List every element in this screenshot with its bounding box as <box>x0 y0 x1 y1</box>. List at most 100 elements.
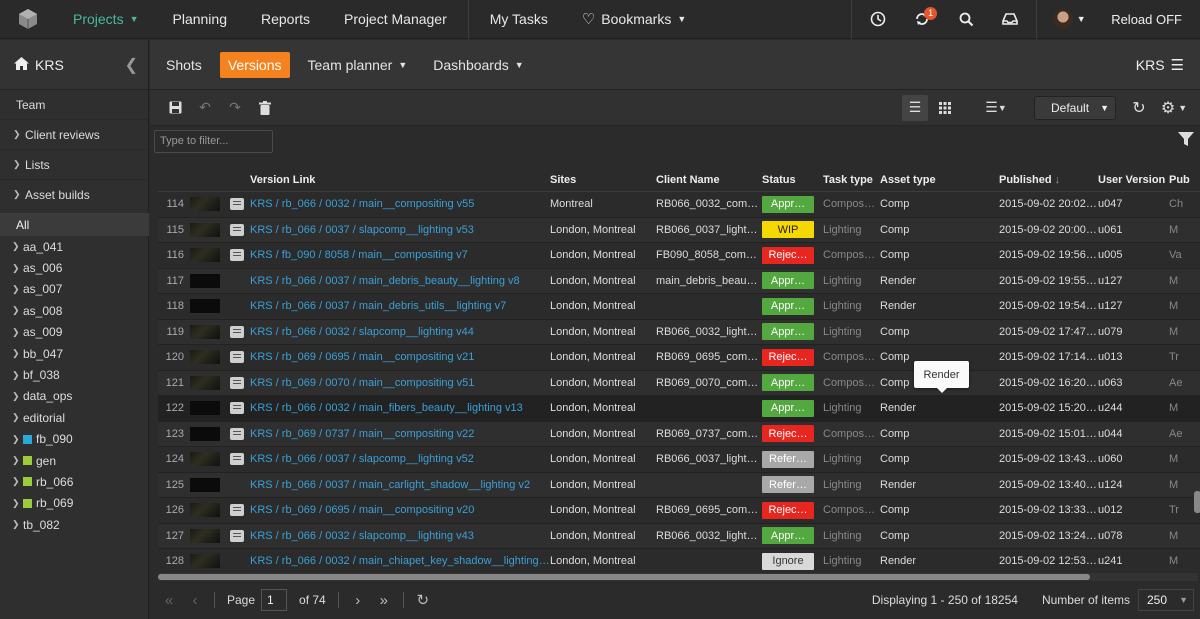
table-row[interactable]: 117 KRS / rb_066 / 0037 / main_debris_bea… <box>158 268 1200 294</box>
tab-versions[interactable]: Versions <box>219 51 290 78</box>
horizontal-scrollbar-thumb[interactable] <box>158 574 1090 580</box>
header-sites[interactable]: Sites <box>550 173 577 186</box>
note-icon[interactable] <box>230 453 244 466</box>
table-row[interactable]: 127 KRS / rb_066 / 0032 / slapcomp__light… <box>158 523 1200 549</box>
clock-icon[interactable] <box>856 0 900 39</box>
version-link[interactable]: KRS / rb_066 / 0032 / slapcomp__lighting… <box>250 529 474 542</box>
table-row[interactable]: 116 KRS / fb_090 / 8058 / main__compositi… <box>158 243 1200 269</box>
settings-gear-icon[interactable]: ⚙ ▼ <box>1160 99 1188 117</box>
refresh-icon[interactable]: ↻ <box>416 592 430 609</box>
table-row[interactable]: 119 KRS / rb_066 / 0032 / slapcomp__light… <box>158 319 1200 345</box>
version-link[interactable]: KRS / rb_069 / 0695 / main__compositing … <box>250 504 475 517</box>
items-per-page-select[interactable]: 250 ▼ <box>1138 589 1194 611</box>
tree-item[interactable]: ❯ rb_066 <box>0 471 149 492</box>
tree-item[interactable]: ❯ fb_090 <box>0 429 149 450</box>
tree-item[interactable]: ❯ data_ops <box>0 386 149 407</box>
table-row[interactable]: 118 KRS / rb_066 / 0037 / main_debris_uti… <box>158 294 1200 320</box>
reload-toggle[interactable]: Reload OFF <box>1111 11 1182 27</box>
version-link[interactable]: KRS / rb_066 / 0037 / main_carlight_shad… <box>250 478 531 491</box>
page-input[interactable]: 1 <box>261 589 288 611</box>
thumbnail[interactable] <box>190 477 220 492</box>
undo-icon[interactable]: ↶ <box>199 99 211 115</box>
status-badge[interactable]: Rejec… <box>762 246 814 264</box>
header-published[interactable]: Published ↓ <box>999 174 1098 186</box>
tree-item[interactable]: ❯ as_008 <box>0 300 149 321</box>
nav-planning[interactable]: Planning <box>172 11 228 27</box>
note-icon[interactable] <box>230 504 244 517</box>
tree-item[interactable]: ❯ bb_047 <box>0 343 149 364</box>
thumbnail[interactable] <box>190 528 220 543</box>
tree-item[interactable]: ❯ as_009 <box>0 322 149 343</box>
table-row[interactable]: 121 KRS / rb_069 / 0070 / main__compositi… <box>158 370 1200 396</box>
status-badge[interactable]: WIP <box>762 221 814 239</box>
note-icon[interactable] <box>230 223 244 236</box>
sidebar-item-asset-builds[interactable]: ❯ Asset builds <box>0 180 148 210</box>
thumbnail[interactable] <box>190 222 220 237</box>
tree-item[interactable]: ❯ rb_069 <box>0 493 149 514</box>
table-row[interactable]: 128 KRS / rb_066 / 0032 / main_chiapet_ke… <box>158 549 1200 573</box>
vertical-scrollbar-thumb[interactable] <box>1194 491 1200 513</box>
thumbnail[interactable] <box>190 554 220 569</box>
last-page-icon[interactable]: » <box>379 591 388 609</box>
user-menu[interactable]: ▼ <box>1041 0 1097 39</box>
nav-project-manager[interactable]: Project Manager <box>344 11 447 27</box>
table-row[interactable]: 125 KRS / rb_066 / 0037 / main_carlight_s… <box>158 472 1200 498</box>
status-badge[interactable]: Appr… <box>762 399 814 417</box>
grid-view-icon[interactable] <box>932 95 958 121</box>
status-badge[interactable]: Ignore <box>762 552 814 570</box>
status-badge[interactable]: Refer… <box>762 450 814 468</box>
thumbnail[interactable] <box>190 350 220 365</box>
table-row[interactable]: 122 KRS / rb_066 / 0032 / main_fibers_bea… <box>158 396 1200 422</box>
note-icon[interactable] <box>230 427 244 440</box>
note-icon[interactable] <box>230 198 244 211</box>
note-icon[interactable] <box>230 376 244 389</box>
tree-item[interactable]: ❯ editorial <box>0 407 149 428</box>
nav-my-tasks[interactable]: My Tasks <box>489 11 548 27</box>
version-link[interactable]: KRS / rb_066 / 0032 / main__compositing … <box>250 198 475 211</box>
thumbnail[interactable] <box>190 401 220 416</box>
table-row[interactable]: 120 KRS / rb_069 / 0695 / main__compositi… <box>158 345 1200 371</box>
status-badge[interactable]: Rejec… <box>762 348 814 366</box>
tree-item[interactable]: ❯ as_007 <box>0 279 149 300</box>
header-client-name[interactable]: Client Name <box>656 173 720 186</box>
refresh-icon[interactable]: ↻ <box>1132 99 1146 117</box>
search-icon[interactable] <box>944 0 988 39</box>
thumbnail[interactable] <box>190 197 220 212</box>
previous-page-icon[interactable]: ‹ <box>192 591 198 609</box>
table-row[interactable]: 126 KRS / rb_069 / 0695 / main__compositi… <box>158 498 1200 524</box>
status-badge[interactable]: Appr… <box>762 195 814 213</box>
tree-item[interactable]: ❯ gen <box>0 450 149 471</box>
thumbnail[interactable] <box>190 273 220 288</box>
note-icon[interactable] <box>230 402 244 415</box>
version-link[interactable]: KRS / rb_066 / 0037 / main_debris_utils_… <box>250 300 507 313</box>
header-status[interactable]: Status <box>762 173 796 186</box>
thumbnail[interactable] <box>190 324 220 339</box>
thumbnail[interactable] <box>190 248 220 263</box>
header-task-type[interactable]: Task type <box>823 173 873 186</box>
collapse-sidebar-icon[interactable]: ❮ <box>124 56 138 74</box>
thumbnail[interactable] <box>190 503 220 518</box>
horizontal-scrollbar[interactable] <box>158 573 1198 581</box>
sidebar-item-team[interactable]: Team <box>0 90 148 120</box>
columns-menu-icon[interactable]: ☰ ▼ <box>985 99 1007 115</box>
sidebar-item-client-reviews[interactable]: ❯ Client reviews <box>0 120 148 150</box>
header-asset-type[interactable]: Asset type <box>880 173 936 186</box>
filter-input[interactable]: Type to filter... <box>154 129 273 153</box>
sidebar-project-header[interactable]: KRS ❮ <box>0 40 148 90</box>
header-version-link[interactable]: Version Link <box>250 173 316 186</box>
version-link[interactable]: KRS / rb_069 / 0695 / main__compositing … <box>250 351 475 364</box>
status-badge[interactable]: Appr… <box>762 323 814 341</box>
version-link[interactable]: KRS / rb_069 / 0070 / main__compositing … <box>250 376 475 389</box>
version-link[interactable]: KRS / rb_066 / 0037 / slapcomp__lighting… <box>250 223 474 236</box>
thumbnail[interactable] <box>190 452 220 467</box>
ftrack-logo[interactable] <box>0 0 56 39</box>
version-link[interactable]: KRS / rb_066 / 0037 / main_debris_beauty… <box>250 274 520 287</box>
note-icon[interactable] <box>230 249 244 262</box>
redo-icon[interactable]: ↷ <box>229 99 241 115</box>
table-row[interactable]: 114 KRS / rb_066 / 0032 / main__compositi… <box>158 192 1200 218</box>
status-badge[interactable]: Appr… <box>762 272 814 290</box>
nav-bookmarks[interactable]: ♡ Bookmarks ▼ <box>565 0 703 39</box>
status-badge[interactable]: Appr… <box>762 527 814 545</box>
version-link[interactable]: KRS / rb_066 / 0037 / slapcomp__lighting… <box>250 453 474 466</box>
status-badge[interactable]: Appr… <box>762 297 814 315</box>
